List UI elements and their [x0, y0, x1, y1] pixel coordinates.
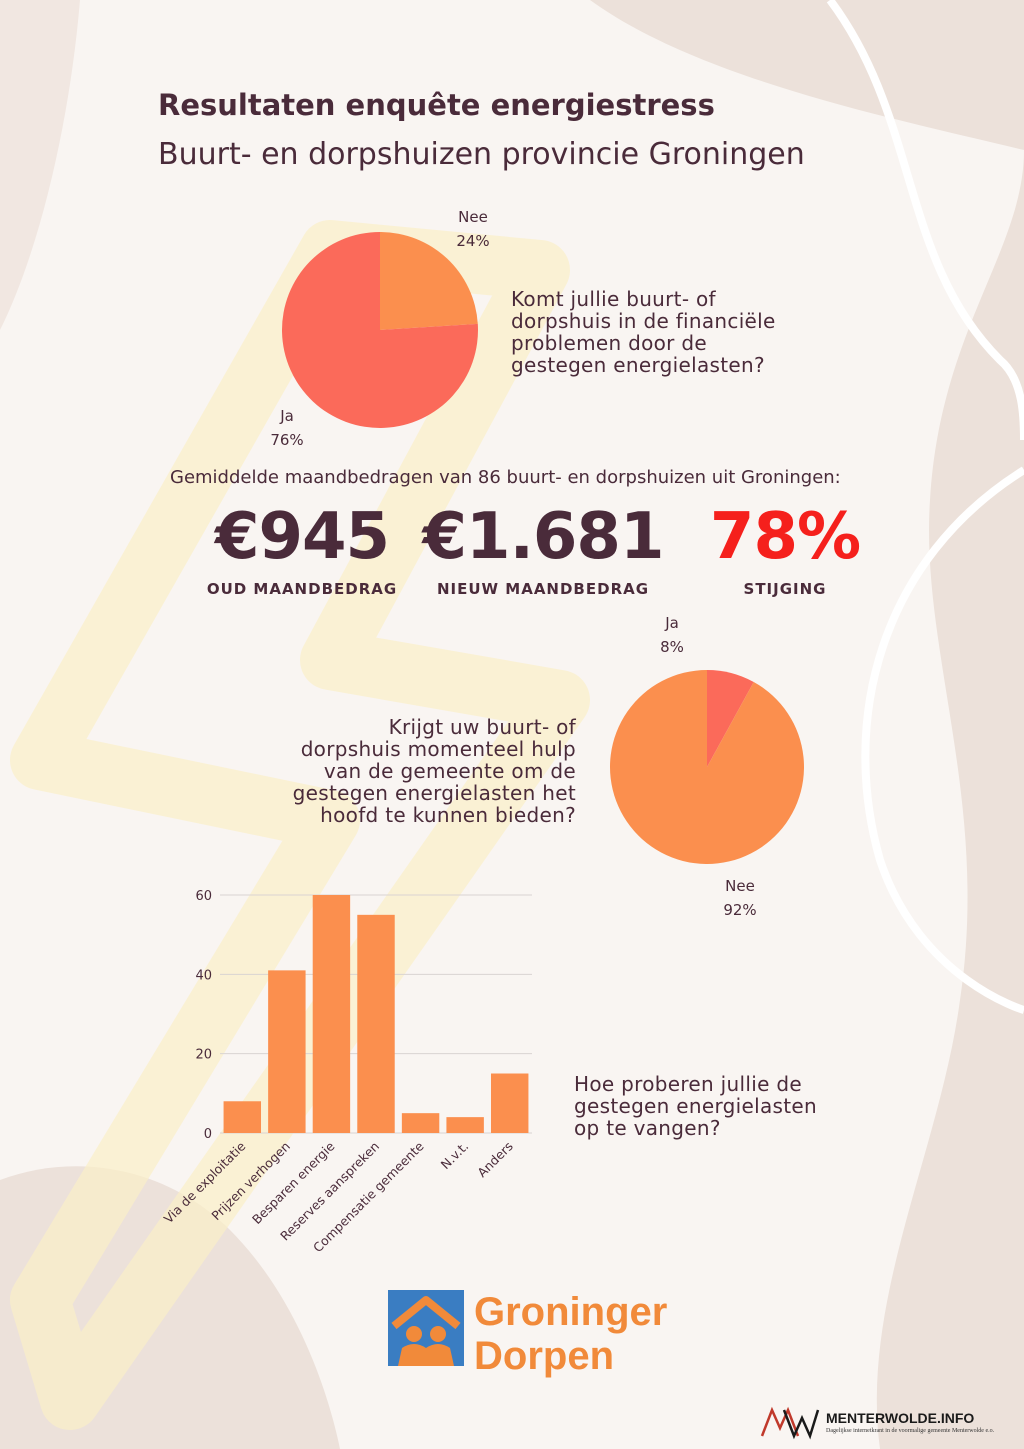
pie1-label-ja: Ja 76%	[257, 404, 317, 452]
pie1-slice-nee	[380, 232, 478, 330]
stats-intro: Gemiddelde maandbedragen van 86 buurt- e…	[170, 467, 841, 488]
x-tick-label: N.v.t.	[438, 1139, 472, 1173]
pie1-slice-ja	[282, 232, 478, 428]
pie2-label-nee-pct: 92%	[723, 901, 757, 919]
pie-chart-financial-problems	[282, 232, 478, 428]
stat-old-caption: OUD MAANDBEDRAG	[206, 580, 398, 598]
x-tick-label: Anders	[474, 1139, 516, 1181]
pie1-label-ja-name: Ja	[280, 407, 294, 425]
menterwolde-name: MENTERWOLDE.INFO	[826, 1410, 975, 1426]
bg-lightning-bolt	[10, 220, 590, 1430]
question-1-line: Komt jullie buurt- of	[511, 287, 716, 311]
y-tick-label: 0	[204, 1127, 212, 1142]
bar	[312, 895, 351, 1133]
groninger-dorpen-logo-text: Groninger Dorpen	[474, 1290, 667, 1378]
stat-new-amount: €1.681	[422, 500, 665, 574]
question-2: Krijgt uw buurt- of dorpshuis momenteel …	[230, 716, 576, 826]
x-tick-label: Via de exploitatie	[161, 1138, 249, 1226]
question-1-line: problemen door de	[511, 331, 707, 355]
pie2-label-nee-name: Nee	[725, 877, 755, 895]
pie2-label-ja-name: Ja	[665, 614, 679, 632]
page-title: Resultaten enquête energiestress	[158, 88, 715, 122]
bar	[446, 1117, 484, 1133]
pie2-label-nee: Nee 92%	[710, 874, 770, 922]
question-2-line: van de gemeente om de	[323, 759, 576, 783]
x-tick-label: Besparen energie	[249, 1138, 338, 1227]
bg-line-right	[861, 466, 1024, 1014]
pie2-label-ja-pct: 8%	[660, 638, 684, 656]
question-2-line: dorpshuis momenteel hulp	[300, 737, 576, 761]
page-subtitle: Buurt- en dorpshuizen provincie Groninge…	[158, 137, 805, 172]
groninger-dorpen-logo-icon	[388, 1290, 464, 1366]
question-2-line: Krijgt uw buurt- of	[388, 715, 576, 739]
menterwolde-tagline: Dagelijkse internetkrant in de voormalig…	[826, 1428, 995, 1434]
question-3-line: op te vangen?	[574, 1116, 721, 1140]
question-3: Hoe proberen jullie de gestegen energiel…	[574, 1073, 817, 1139]
logo-line-1: Groninger	[474, 1290, 668, 1334]
question-1-line: gestegen energielasten?	[511, 353, 765, 377]
question-3-line: gestegen energielasten	[574, 1094, 817, 1118]
stat-increase: 78%	[709, 500, 861, 574]
bg-line-top	[826, 0, 1024, 441]
menterwolde-logo-icon	[760, 1406, 820, 1440]
bar	[223, 1101, 262, 1133]
bg-blob-top-left	[0, 0, 80, 330]
x-tick-label: Prijzen verhogen	[208, 1139, 293, 1224]
pie2-label-ja: Ja 8%	[642, 611, 702, 659]
bar	[490, 1073, 529, 1133]
pie2-slice-ja	[707, 670, 754, 767]
stat-old-amount: €945	[214, 500, 390, 574]
question-3-line: Hoe proberen jullie de	[574, 1072, 802, 1096]
stat-new-caption: NIEUW MAANDBEDRAG	[436, 580, 650, 598]
pie1-label-nee-name: Nee	[458, 208, 488, 226]
pie1-label-nee: Nee 24%	[443, 205, 503, 253]
bar	[357, 914, 395, 1133]
question-1: Komt jullie buurt- of dorpshuis in de fi…	[511, 288, 776, 376]
question-2-line: gestegen energielasten het	[292, 781, 576, 805]
y-tick-label: 40	[195, 968, 212, 983]
bg-blob-right	[590, 0, 1024, 1449]
y-tick-label: 60	[195, 889, 212, 904]
question-2-line: hoofd te kunnen bieden?	[320, 803, 576, 827]
pie-chart-municipality-help	[610, 670, 804, 864]
logo-line-2: Dorpen	[474, 1334, 614, 1378]
y-tick-label: 20	[195, 1048, 212, 1063]
pie1-label-nee-pct: 24%	[456, 232, 490, 250]
pie1-label-ja-pct: 76%	[270, 431, 304, 449]
bar	[268, 970, 306, 1133]
bar	[401, 1113, 440, 1133]
stat-increase-caption: STIJGING	[743, 580, 827, 598]
question-1-line: dorpshuis in de financiële	[511, 309, 776, 333]
pie2-slice-nee	[610, 670, 804, 864]
